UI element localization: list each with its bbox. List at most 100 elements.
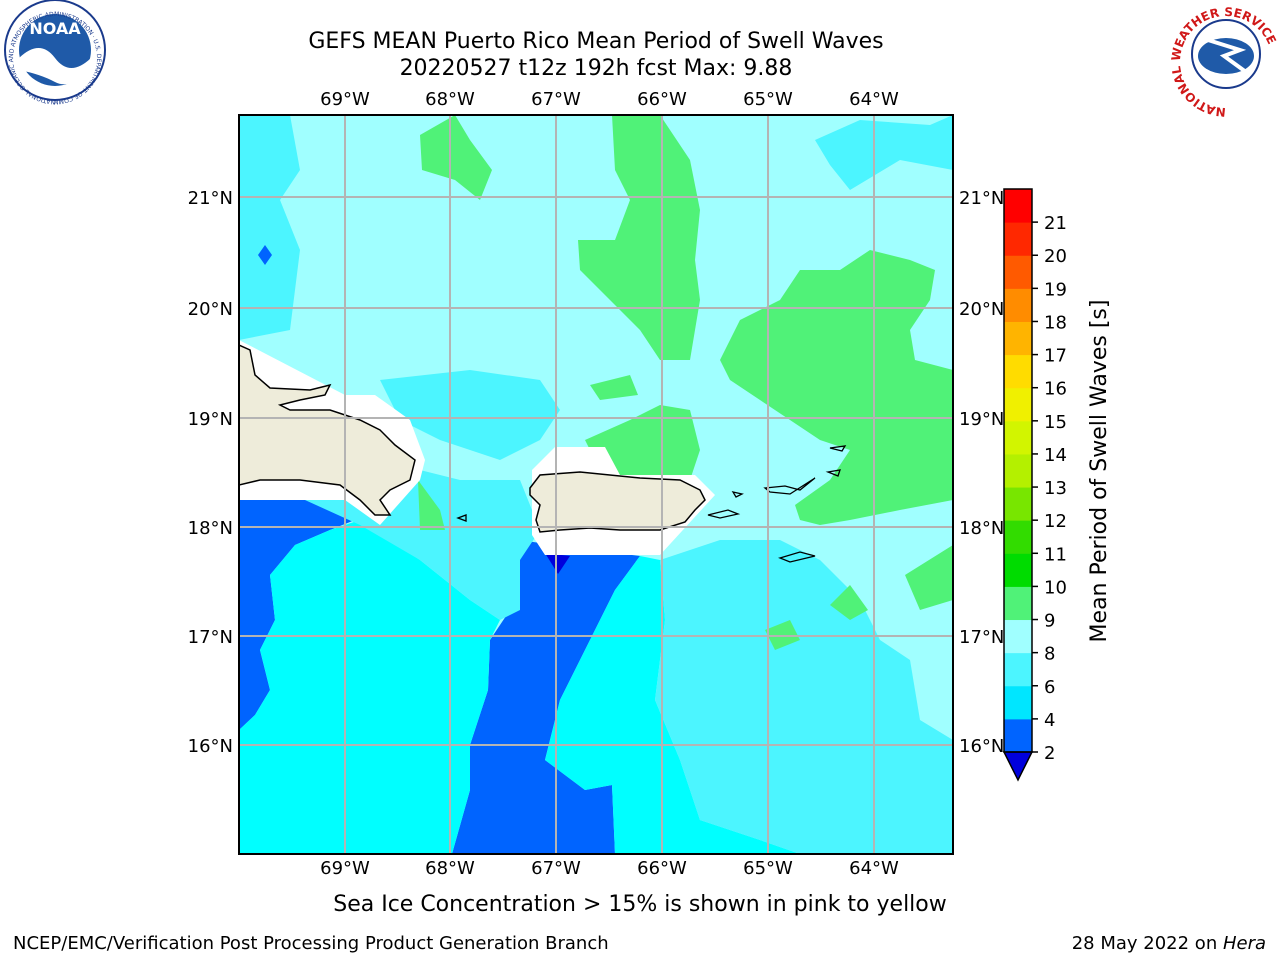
lat-label-left: 19°N [188, 409, 233, 430]
colorbar-segment [1004, 255, 1032, 289]
swell-contour-2-4-south [452, 540, 640, 854]
lat-labels-left: 21°N 20°N 19°N 18°N 17°N 16°N [188, 188, 233, 757]
swell-contour-8-9-pr [585, 405, 700, 480]
lon-label-top: 66°W [637, 89, 687, 110]
colorbar-segment [1004, 619, 1032, 654]
colorbar-segment [1004, 288, 1032, 322]
swell-contour-6-8-northwest [239, 115, 300, 340]
land-culebra [731, 491, 744, 498]
land-mona [456, 514, 467, 522]
lat-label-left: 17°N [188, 627, 233, 648]
land-anegada [829, 445, 847, 452]
colorbar-tick-label: 9 [1044, 611, 1055, 632]
lon-label-top: 68°W [425, 89, 475, 110]
colorbar-tick-label: 17 [1044, 346, 1067, 367]
colorbar-tick-label: 12 [1044, 511, 1067, 532]
lon-label-bottom: 65°W [743, 858, 793, 879]
colorbar-segment [1004, 520, 1032, 554]
colorbar-segment [1004, 189, 1032, 223]
lat-label-left: 20°N [188, 299, 233, 320]
lat-label-left: 16°N [188, 736, 233, 757]
colorbar-segment [1004, 387, 1032, 422]
colorbar-tick-label: 6 [1044, 677, 1055, 698]
colorbar-tick-label: 20 [1044, 246, 1067, 267]
swell-contour-8-9-hisp [418, 480, 445, 530]
lon-label-top: 67°W [531, 89, 581, 110]
lon-labels-top: 69°W 68°W 67°W 66°W 65°W 64°W [320, 89, 899, 110]
swell-contour-6-8-northeast [815, 115, 953, 190]
sea-ice-caption: Sea Ice Concentration > 15% is shown in … [333, 892, 947, 917]
swell-contour-8-9-south-a [830, 585, 868, 620]
lon-labels-bottom: 69°W 68°W 67°W 66°W 65°W 64°W [320, 858, 899, 879]
colorbar-segment [1004, 420, 1032, 455]
chart-title: GEFS MEAN Puerto Rico Mean Period of Swe… [308, 29, 883, 54]
lat-labels-right: 21°N 20°N 19°N 18°N 17°N 16°N [959, 188, 1004, 757]
lat-label-right: 19°N [959, 409, 1004, 430]
swell-contour-6-8-east [655, 540, 953, 854]
land-st-croix [778, 551, 816, 563]
colorbar-segment [1004, 354, 1032, 389]
colorbar-segment [1004, 553, 1032, 587]
lon-label-bottom: 67°W [531, 858, 581, 879]
colorbar-tick-label: 16 [1044, 379, 1067, 400]
footer-date: 28 May 2022 on [1072, 933, 1223, 954]
colorbar-tick-label: 19 [1044, 279, 1067, 300]
lat-label-left: 21°N [188, 188, 233, 209]
map-area [239, 115, 953, 854]
colorbar-under-arrow [1002, 751, 1034, 782]
lon-label-top: 64°W [849, 89, 899, 110]
lat-label-right: 17°N [959, 627, 1004, 648]
colorbar-tick-label: 8 [1044, 644, 1055, 665]
colorbar-tick-label: 10 [1044, 577, 1067, 598]
lat-label-right: 16°N [959, 736, 1004, 757]
colorbar-segment [1004, 487, 1032, 521]
colorbar-segment [1004, 321, 1032, 356]
swell-contour-4-6-southwest [239, 520, 500, 854]
swell-contour-8-9-north-b [578, 115, 700, 360]
colorbar-tick-label: 15 [1044, 412, 1067, 433]
lon-label-bottom: 64°W [849, 858, 899, 879]
colorbar-frame [1003, 188, 1033, 753]
colorbar-segment [1004, 652, 1032, 687]
land-hispaniola [239, 344, 416, 516]
land-vieques [707, 509, 741, 519]
map-gridlines [239, 115, 953, 854]
colorbar-segment [1004, 222, 1032, 256]
footer-host: Hera [1223, 933, 1266, 954]
chart-subtitle: 20220527 t12z 192h fcst Max: 9.88 [400, 56, 793, 81]
land-virgin-islands [763, 477, 816, 495]
colorbar-segment [1004, 586, 1032, 621]
noaa-logo-text: NOAA [29, 19, 81, 38]
colorbar-tick-label: 14 [1044, 445, 1067, 466]
colorbar: 2 4 6 8 9 10 11 12 13 14 15 16 17 18 19 20 21 [1002, 188, 1067, 782]
lon-label-top: 69°W [320, 89, 370, 110]
lat-label-left: 18°N [188, 518, 233, 539]
colorbar-tick-label: 4 [1044, 710, 1055, 731]
colorbar-segment [1004, 718, 1032, 753]
lon-label-bottom: 69°W [320, 858, 370, 879]
swell-contour-2-4-west [239, 500, 355, 730]
lat-label-right: 21°N [959, 188, 1004, 209]
swell-contour-6-8-north [380, 370, 560, 460]
lat-label-right: 20°N [959, 299, 1004, 320]
swell-under-range [545, 553, 570, 574]
colorbar-label: Mean Period of Swell Waves [s] [1087, 300, 1112, 643]
swell-contour-8-9-north-a [420, 115, 492, 200]
lon-label-top: 65°W [743, 89, 793, 110]
nws-logo: NATIONAL WEATHER SERVICE [1169, 2, 1279, 119]
colorbar-tick-label: 21 [1044, 213, 1067, 234]
swell-contour-8-9-vi [905, 545, 953, 610]
swell-contour-8-9-east [720, 250, 953, 525]
noaa-logo: NOAA NATIONAL OCEANIC AND ATMOSPHERIC AD… [0, 0, 106, 105]
swell-spot-west [258, 245, 272, 265]
footer-left: NCEP/EMC/Verification Post Processing Pr… [13, 933, 609, 954]
lon-label-bottom: 68°W [425, 858, 475, 879]
lat-label-right: 18°N [959, 518, 1004, 539]
land-cayo-1 [825, 469, 841, 477]
colorbar-tick-label: 13 [1044, 478, 1067, 499]
lon-label-bottom: 66°W [637, 858, 687, 879]
colorbar-tick-label: 11 [1044, 544, 1067, 565]
colorbar-segment [1004, 453, 1032, 488]
swell-contour-4-6-southeast [545, 556, 800, 854]
